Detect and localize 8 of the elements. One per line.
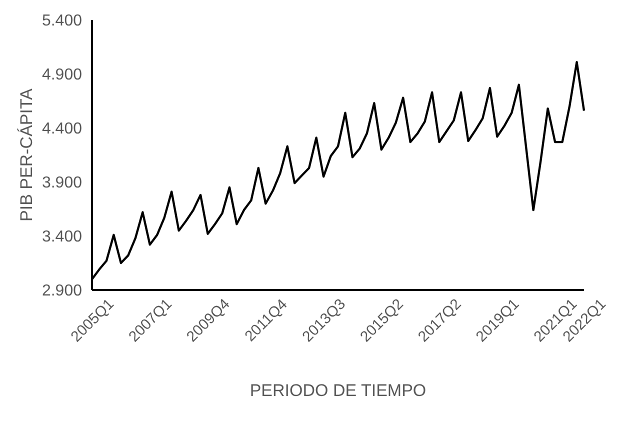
y-tick-label: 5.400 <box>42 12 82 30</box>
y-axis-title: PIB PER-CÁPITA <box>17 88 36 222</box>
y-tick-label: 2.900 <box>42 282 82 300</box>
y-tick-label: 4.900 <box>42 66 82 84</box>
x-axis-title: PERIODO DE TIEMPO <box>250 381 426 400</box>
y-tick-label: 3.400 <box>42 228 82 246</box>
y-tick-label: 3.900 <box>42 174 82 192</box>
y-tick-label: 4.400 <box>42 120 82 138</box>
